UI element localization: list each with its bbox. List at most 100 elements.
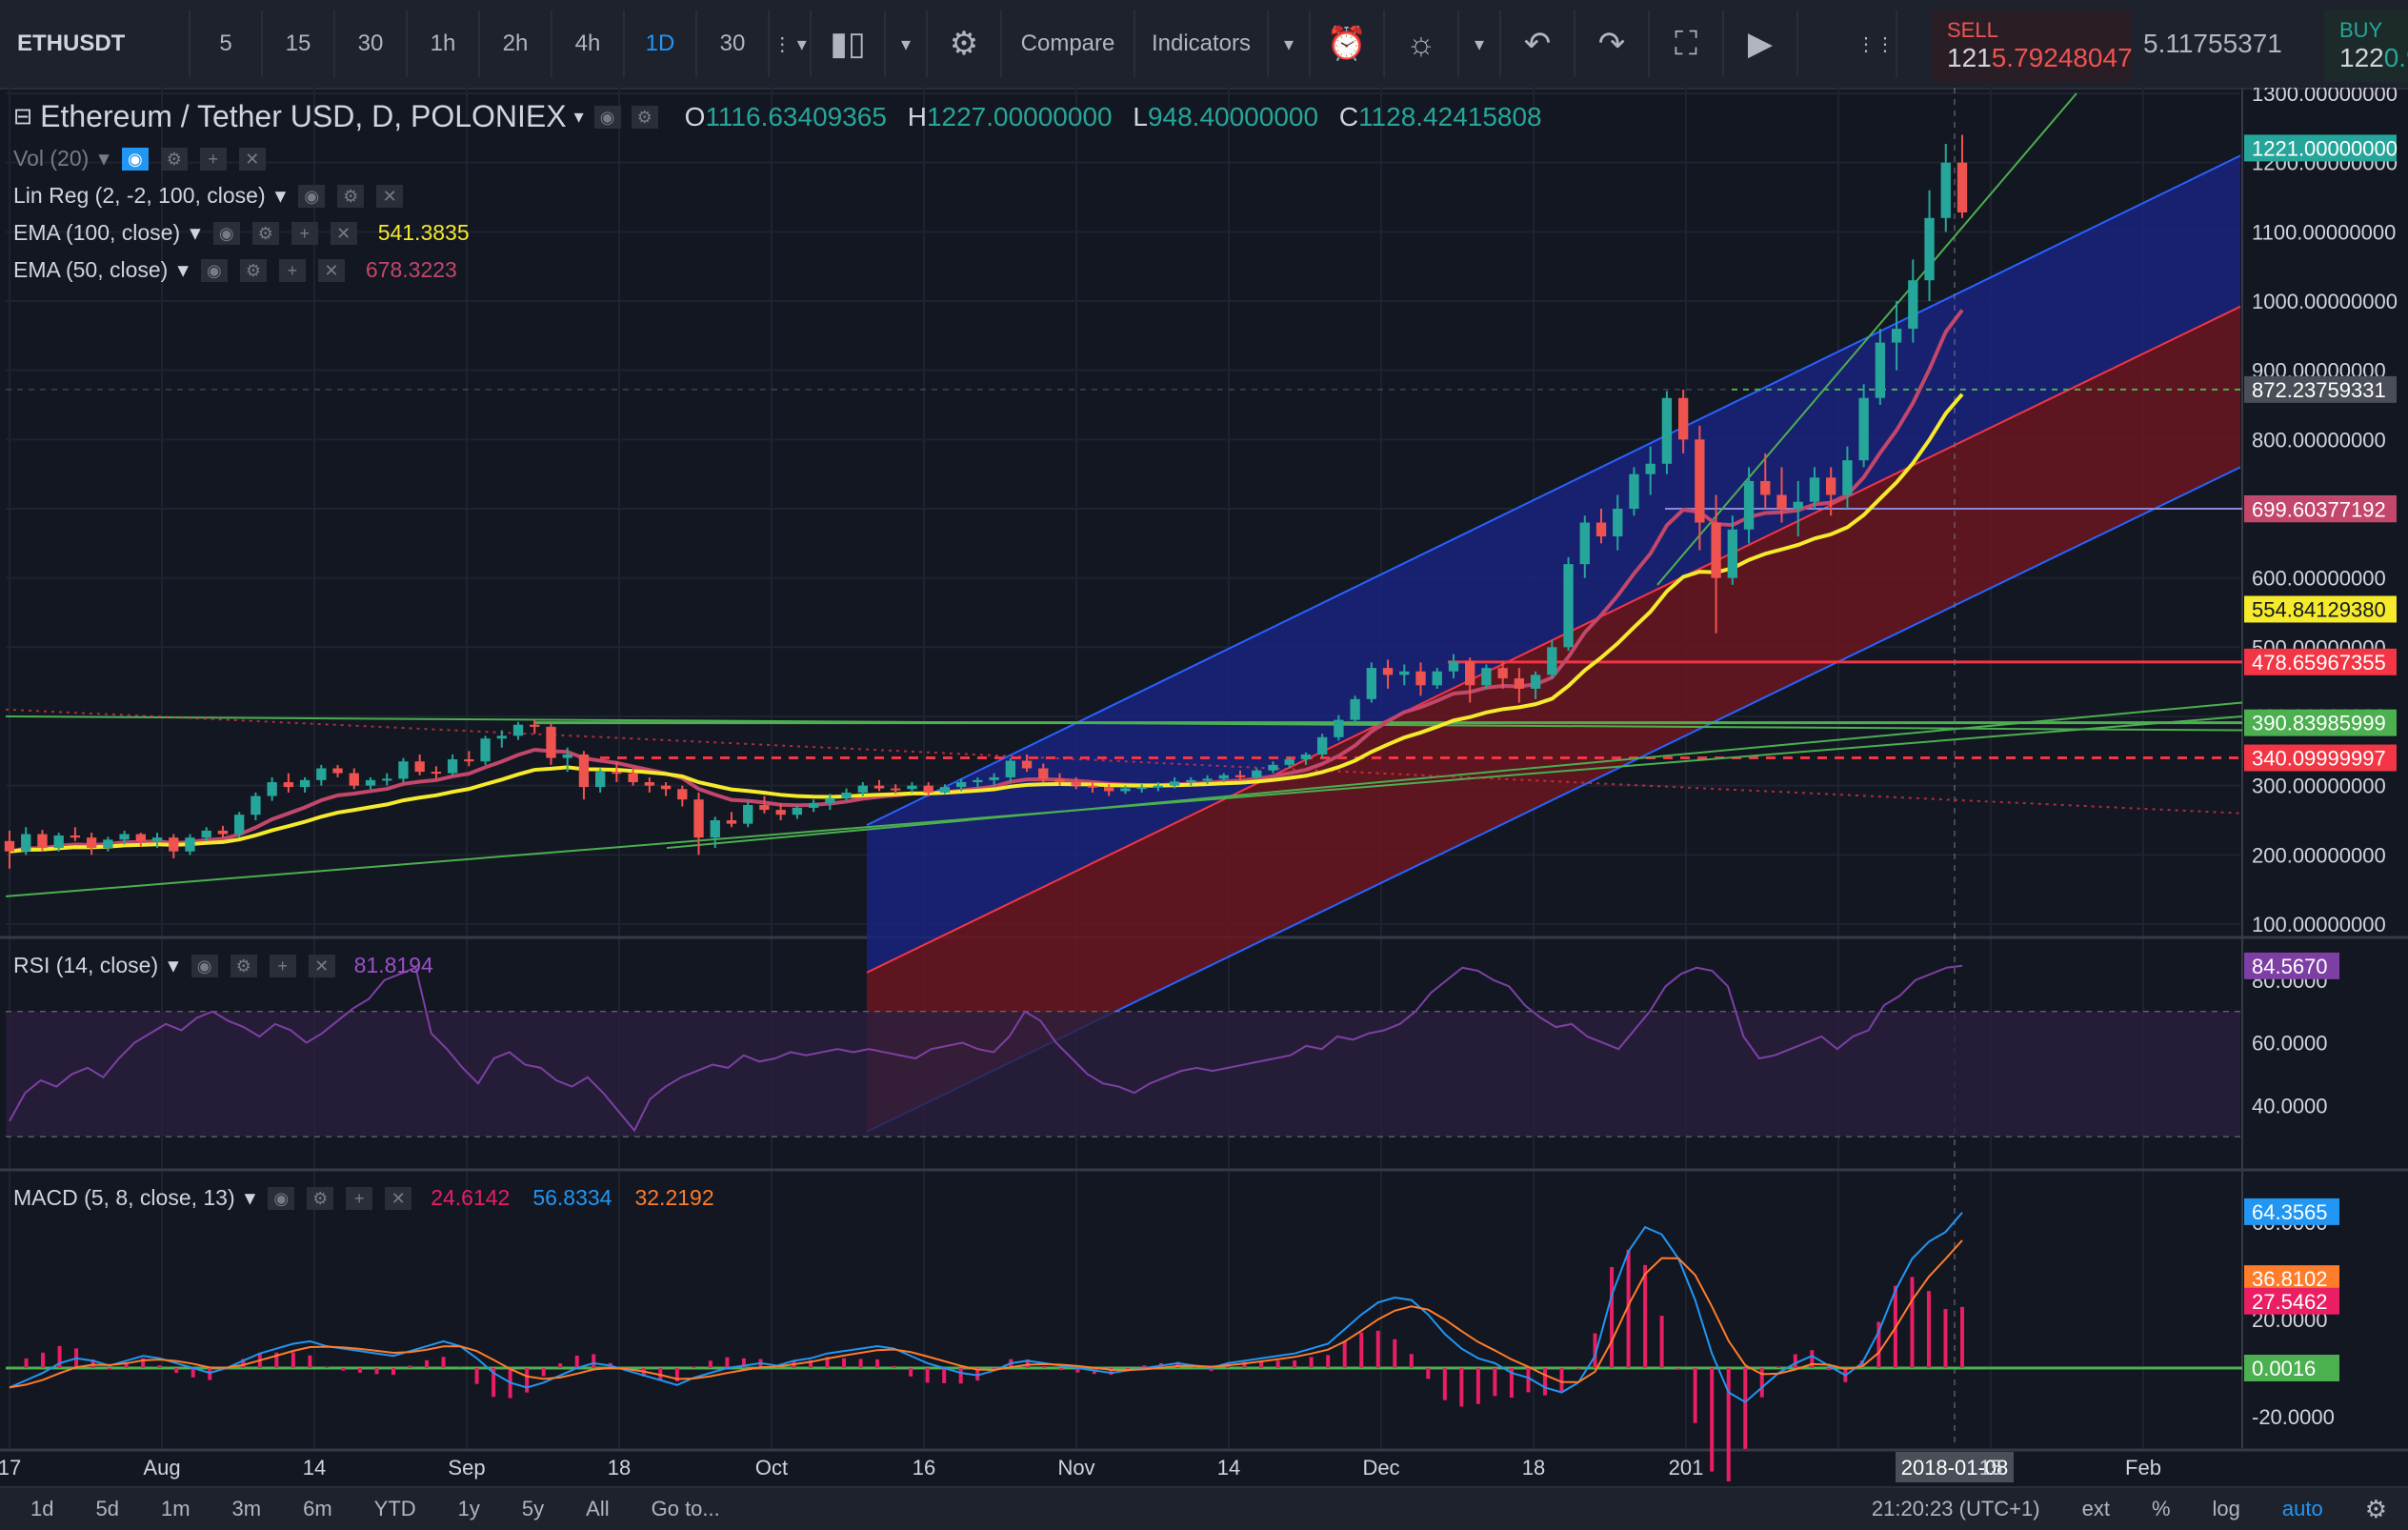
time-tick: 17 [0,1456,21,1480]
buy-button[interactable]: BUY 1220.9 [2324,10,2408,82]
indicators-chevron-down-icon[interactable]: ▾ [1269,10,1311,77]
interval-5[interactable]: 5 [191,10,263,77]
candles-icon[interactable]: ▮▯ [812,10,886,77]
ema100-settings-icon[interactable]: ⚙ [251,221,279,245]
vol-eye-icon[interactable]: ◉ [121,147,149,171]
bulb-icon[interactable]: ☼ [1385,10,1459,77]
candle-body [1858,397,1869,461]
rsi-settings-icon[interactable]: ⚙ [230,954,257,977]
interval-30[interactable]: 30 [335,10,408,77]
ema100-add-icon[interactable]: + [291,221,318,245]
redo-icon[interactable]: ↷ [1575,10,1650,77]
macd-close-icon[interactable]: ✕ [385,1186,412,1210]
interval-30-alt[interactable]: 30 [697,10,770,77]
sell-label: SELL [1947,18,1998,42]
buy-label: BUY [2339,18,2383,42]
alert-icon[interactable]: ⏰ [1311,10,1385,77]
range-1m[interactable]: 1m [160,1497,191,1520]
title-chevron-down-icon[interactable]: ▾ [573,107,584,128]
candle-body [1071,782,1081,786]
interval-1d[interactable]: 1D [625,10,697,77]
compare-button[interactable]: Compare [1002,10,1135,77]
symbol-search[interactable]: ETHUSDT [0,10,191,77]
macd-signal-line [9,1239,1963,1389]
line-green-thin [5,715,2243,732]
candle-body [53,835,64,849]
linreg-close-icon[interactable]: ✕ [376,184,404,208]
linreg-mid-line [866,305,2241,974]
candle-body [644,782,655,786]
candle-body [1218,775,1229,779]
ema100-eye-icon[interactable]: ◉ [212,221,240,245]
range-all[interactable]: All [586,1497,610,1520]
ema50-chevron-down-icon[interactable]: ▾ [177,257,189,282]
macd-eye-icon[interactable]: ◉ [268,1186,295,1210]
range-6m[interactable]: 6m [303,1497,332,1520]
ema50-close-icon[interactable]: ✕ [317,258,345,282]
macd-settings-icon[interactable]: ⚙ [307,1186,334,1210]
drag-handle-icon[interactable]: ⋮⋮ [1856,10,1897,77]
settings-gear-icon[interactable]: ⚙ [2364,1494,2387,1523]
chart-type-chevron-down-icon[interactable]: ▾ [886,10,928,77]
vol-chevron-down-icon[interactable]: ▾ [98,146,110,171]
settings-icon[interactable]: ⚙ [631,105,658,129]
range-5d[interactable]: 5d [95,1497,119,1520]
macd-add-icon[interactable]: + [346,1186,373,1210]
candle-body [1743,480,1755,530]
interval-2h[interactable]: 2h [480,10,552,77]
interval-1h[interactable]: 1h [408,10,480,77]
interval-4h[interactable]: 4h [552,10,625,77]
candle-body [464,759,474,762]
auto-toggle[interactable]: auto [2281,1497,2323,1520]
vol-add-icon[interactable]: + [199,147,227,171]
bulb-chevron-down-icon[interactable]: ▾ [1459,10,1501,77]
eye-icon[interactable]: ◉ [593,105,621,129]
more-icon[interactable]: ⋮ ▾ [770,10,812,77]
interval-15[interactable]: 15 [263,10,335,77]
rsi-add-icon[interactable]: + [269,954,296,977]
candle-body [365,779,376,786]
candle-body [1005,760,1016,777]
rsi-eye-icon[interactable]: ◉ [191,954,218,977]
rsi-tick: 60.0000 [2252,1032,2328,1056]
ema50-settings-icon[interactable]: ⚙ [239,258,267,282]
candle-body [332,768,343,774]
ema100-label: EMA (100, close) [13,220,181,245]
range-5y[interactable]: 5y [521,1497,545,1520]
gear-icon[interactable]: ⚙ [928,10,1002,77]
candle-body [792,807,803,815]
range-1d[interactable]: 1d [30,1497,54,1520]
undo-icon[interactable]: ↶ [1501,10,1575,77]
time-tick: 18 [1522,1456,1545,1480]
collapse-icon[interactable]: ⊟ [13,104,33,130]
fullscreen-icon[interactable]: ⛶ [1650,10,1724,77]
ext-toggle[interactable]: ext [2081,1497,2110,1520]
rsi-close-icon[interactable]: ✕ [308,954,335,977]
candle-body [1334,719,1344,737]
macd-chevron-down-icon[interactable]: ▾ [244,1185,256,1210]
linreg-chevron-down-icon[interactable]: ▾ [274,183,287,208]
linreg-settings-icon[interactable]: ⚙ [337,184,365,208]
range-1y[interactable]: 1y [457,1497,480,1520]
linreg-eye-icon[interactable]: ◉ [298,184,326,208]
vol-close-icon[interactable]: ✕ [238,147,266,171]
rsi-chevron-down-icon[interactable]: ▾ [168,953,179,977]
candle-body [1826,477,1836,495]
time-tick: Feb [2125,1456,2161,1480]
ema50-eye-icon[interactable]: ◉ [200,258,228,282]
percent-toggle[interactable]: % [2151,1497,2171,1520]
range-ytd[interactable]: YTD [373,1497,416,1520]
play-icon[interactable]: ▶ [1724,10,1798,77]
sell-button[interactable]: SELL 1215.79248047 [1932,10,2133,82]
chart-canvas[interactable]: 1300.000000001200.000000001100.000000001… [0,88,2408,1486]
log-toggle[interactable]: log [2212,1497,2240,1520]
indicators-button[interactable]: Indicators [1135,10,1269,77]
clock[interactable]: 21:20:23 (UTC+1) [1871,1497,2040,1520]
candle-body [431,772,442,775]
range-3m[interactable]: 3m [231,1497,262,1520]
vol-settings-icon[interactable]: ⚙ [160,147,188,171]
goto-button[interactable]: Go to... [651,1497,720,1520]
ema50-add-icon[interactable]: + [278,258,306,282]
ema100-close-icon[interactable]: ✕ [330,221,357,245]
ema100-chevron-down-icon[interactable]: ▾ [190,220,201,245]
